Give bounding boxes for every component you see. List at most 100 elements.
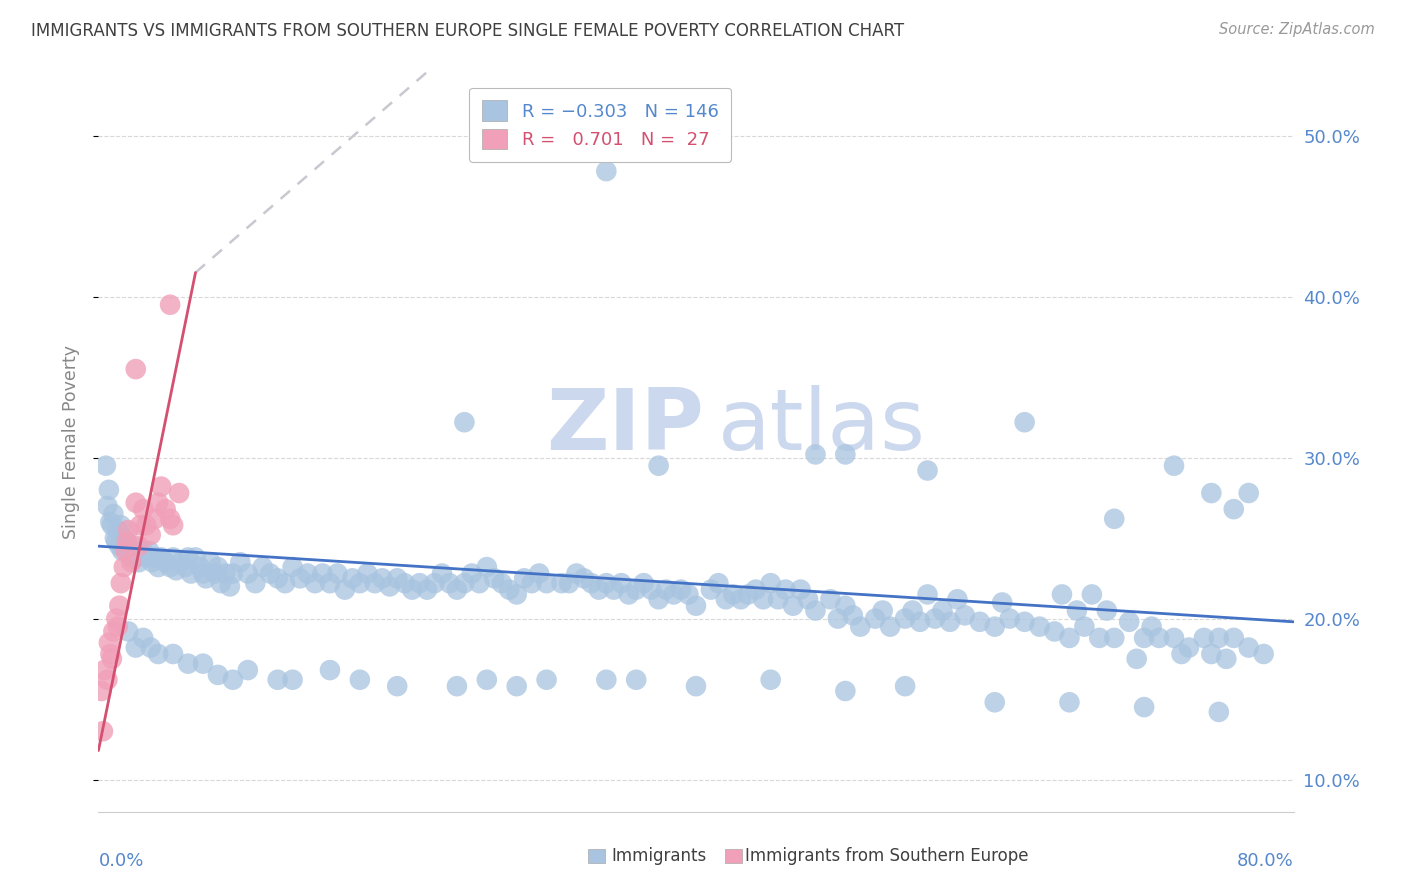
Text: IMMIGRANTS VS IMMIGRANTS FROM SOUTHERN EUROPE SINGLE FEMALE POVERTY CORRELATION : IMMIGRANTS VS IMMIGRANTS FROM SOUTHERN E… <box>31 22 904 40</box>
Point <box>498 582 520 597</box>
Point <box>267 571 290 585</box>
Point <box>820 592 842 607</box>
Point <box>901 603 924 617</box>
Point <box>125 550 148 565</box>
Point <box>1253 647 1275 661</box>
Point <box>138 544 160 558</box>
Point <box>1059 631 1081 645</box>
Point <box>536 673 558 687</box>
Point <box>103 507 125 521</box>
Point <box>626 673 648 687</box>
Point <box>98 647 122 661</box>
Point <box>169 555 191 569</box>
Point <box>174 560 197 574</box>
Text: Source: ZipAtlas.com: Source: ZipAtlas.com <box>1219 22 1375 37</box>
Point <box>595 576 617 591</box>
Point <box>180 566 202 581</box>
Point <box>114 544 136 558</box>
FancyBboxPatch shape <box>588 849 605 863</box>
Point <box>118 547 141 561</box>
Point <box>565 566 588 581</box>
Point <box>274 576 297 591</box>
Point <box>349 576 371 591</box>
Point <box>707 576 730 591</box>
Point <box>931 603 953 617</box>
Point <box>924 611 946 625</box>
Y-axis label: Single Female Poverty: Single Female Poverty <box>62 344 80 539</box>
Point <box>117 624 139 639</box>
Point <box>120 550 142 565</box>
Point <box>135 550 157 565</box>
Point <box>633 576 655 591</box>
Point <box>191 566 214 581</box>
Point <box>333 582 356 597</box>
Point <box>143 550 166 565</box>
Point <box>101 652 124 666</box>
Point <box>162 518 184 533</box>
Point <box>150 480 173 494</box>
Point <box>453 415 475 429</box>
Text: 80.0%: 80.0% <box>1237 853 1294 871</box>
Point <box>461 566 484 581</box>
Point <box>1192 631 1215 645</box>
Point <box>148 560 170 574</box>
Point <box>195 571 218 585</box>
Point <box>128 555 150 569</box>
Point <box>834 447 856 461</box>
Point <box>468 576 491 591</box>
Point <box>1088 631 1111 645</box>
Point <box>991 595 1014 609</box>
Point <box>558 576 581 591</box>
Point <box>150 550 173 565</box>
Point <box>617 587 640 601</box>
Point <box>827 611 849 625</box>
Point <box>872 603 894 617</box>
Point <box>96 673 118 687</box>
Point <box>297 566 319 581</box>
Point <box>139 640 162 655</box>
Point <box>917 463 939 477</box>
Point <box>108 539 131 553</box>
Point <box>108 599 131 613</box>
Point <box>401 582 423 597</box>
Point <box>1014 415 1036 429</box>
Point <box>603 582 626 597</box>
Point <box>107 619 129 633</box>
Point <box>610 576 633 591</box>
Point <box>804 603 827 617</box>
Point <box>939 615 962 629</box>
Point <box>288 571 311 585</box>
Point <box>700 582 723 597</box>
Point <box>446 679 468 693</box>
Point <box>159 560 181 574</box>
Point <box>1215 652 1237 666</box>
Point <box>685 599 707 613</box>
Point <box>94 458 117 473</box>
Point <box>364 576 387 591</box>
Point <box>894 611 917 625</box>
Point <box>222 566 245 581</box>
Point <box>125 496 148 510</box>
Point <box>304 576 326 591</box>
Point <box>385 571 409 585</box>
Text: ZIP: ZIP <box>547 385 704 468</box>
Point <box>520 576 543 591</box>
Point <box>148 496 170 510</box>
Point <box>97 483 120 497</box>
Point <box>1059 695 1081 709</box>
Point <box>222 673 245 687</box>
Point <box>112 560 135 574</box>
Point <box>1223 502 1246 516</box>
Point <box>685 679 707 693</box>
Point <box>117 544 139 558</box>
Point <box>120 555 142 569</box>
Point <box>894 679 917 693</box>
Point <box>115 534 138 549</box>
Point <box>595 164 617 178</box>
Point <box>1201 647 1223 661</box>
Point <box>408 576 430 591</box>
Point <box>647 592 669 607</box>
Point <box>782 599 804 613</box>
Point <box>236 663 259 677</box>
Point <box>506 587 529 601</box>
